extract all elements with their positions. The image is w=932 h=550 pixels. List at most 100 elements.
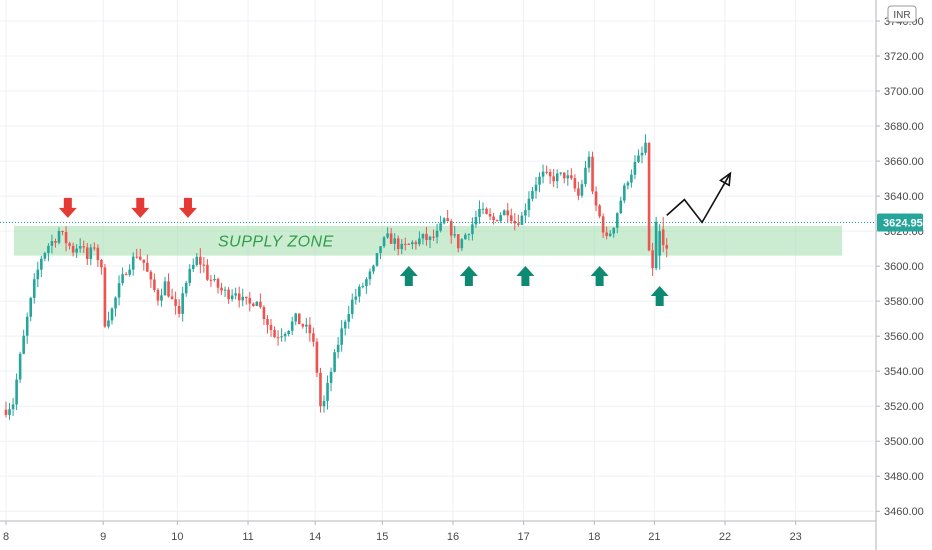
time-axis[interactable]: 8 9 10 11 14 15 16 17 18 21 22 23 — [3, 521, 802, 543]
candle — [623, 183, 626, 204]
up-arrow-marker — [590, 266, 609, 286]
candle — [32, 273, 36, 304]
candle — [531, 186, 534, 202]
price-tick-label: 3700.00 — [884, 86, 924, 98]
candle — [361, 282, 365, 289]
candle — [29, 296, 33, 322]
candle — [174, 291, 177, 315]
candle — [61, 230, 64, 236]
candle — [43, 251, 47, 262]
candle — [276, 330, 280, 346]
candle — [333, 349, 336, 373]
candle — [534, 176, 538, 199]
time-tick-label: 10 — [171, 531, 183, 543]
candle — [11, 397, 15, 416]
candle — [467, 233, 471, 241]
candle — [121, 267, 124, 286]
candle — [114, 296, 117, 317]
projection-arrowhead — [719, 171, 732, 187]
candle — [368, 268, 372, 286]
candle — [393, 233, 396, 251]
candle — [358, 284, 361, 303]
candle — [545, 165, 548, 175]
candle — [577, 181, 580, 201]
candle — [566, 169, 570, 186]
candle — [386, 227, 389, 239]
candle — [128, 264, 131, 277]
candle — [156, 288, 160, 306]
candle — [605, 226, 608, 240]
candle — [626, 180, 630, 190]
candle — [541, 164, 545, 184]
candle — [449, 218, 453, 244]
candle — [280, 328, 283, 342]
candle — [343, 319, 347, 336]
candle — [131, 252, 135, 276]
candle — [478, 200, 481, 224]
candle — [538, 172, 541, 193]
candle — [315, 338, 319, 378]
candle — [237, 286, 241, 308]
candle — [305, 317, 308, 334]
price-tick-label: 3480.00 — [884, 471, 924, 483]
candle — [57, 227, 61, 245]
price-axis[interactable]: 3460.00 3480.00 3500.00 3520.00 3540.00 3560.… — [876, 16, 924, 518]
candle — [89, 244, 93, 266]
candle — [184, 280, 188, 297]
candle — [287, 330, 290, 337]
candle — [163, 277, 167, 296]
candle — [499, 212, 502, 223]
candle — [248, 291, 252, 312]
candle — [573, 174, 577, 192]
time-tick-label: 21 — [648, 531, 660, 543]
candle — [562, 172, 566, 184]
time-tick-label: 23 — [790, 531, 802, 543]
candle — [453, 225, 457, 238]
candle — [160, 288, 163, 307]
candle — [50, 234, 54, 254]
candle — [485, 207, 488, 215]
candle — [336, 337, 340, 359]
price-tick-label: 3500.00 — [884, 436, 924, 448]
up-arrow-marker — [459, 266, 478, 286]
time-tick-label: 15 — [376, 531, 388, 543]
candle — [301, 323, 305, 329]
candle — [259, 293, 262, 309]
chart-grid — [0, 0, 874, 520]
candle — [18, 351, 22, 383]
candle — [527, 191, 531, 218]
candle — [502, 209, 506, 216]
candle — [322, 395, 326, 413]
time-tick-label: 14 — [309, 531, 321, 543]
candle — [220, 282, 223, 295]
candle — [524, 203, 527, 223]
candle — [181, 286, 184, 322]
candle — [584, 160, 587, 187]
candle — [209, 274, 213, 287]
candle — [347, 306, 351, 329]
candle — [570, 168, 573, 181]
candle — [464, 232, 467, 240]
last-price-badge: 3624.95 — [877, 213, 923, 232]
time-tick-label: 9 — [100, 531, 106, 543]
down-arrow-marker — [58, 197, 77, 218]
candle — [651, 242, 654, 277]
candle — [103, 263, 107, 328]
candle — [85, 243, 89, 265]
candle — [608, 230, 612, 238]
candle — [654, 216, 658, 271]
candle — [269, 318, 273, 337]
candle — [520, 211, 524, 226]
candle — [619, 196, 623, 215]
candle — [54, 238, 57, 248]
candle — [552, 168, 555, 188]
down-arrow-marker — [178, 197, 197, 218]
candle — [414, 240, 418, 250]
candle — [252, 302, 255, 307]
candle — [308, 317, 312, 342]
candle — [382, 235, 386, 249]
candle — [135, 248, 139, 259]
currency-badge[interactable]: INR — [887, 5, 917, 23]
candle — [290, 316, 294, 336]
